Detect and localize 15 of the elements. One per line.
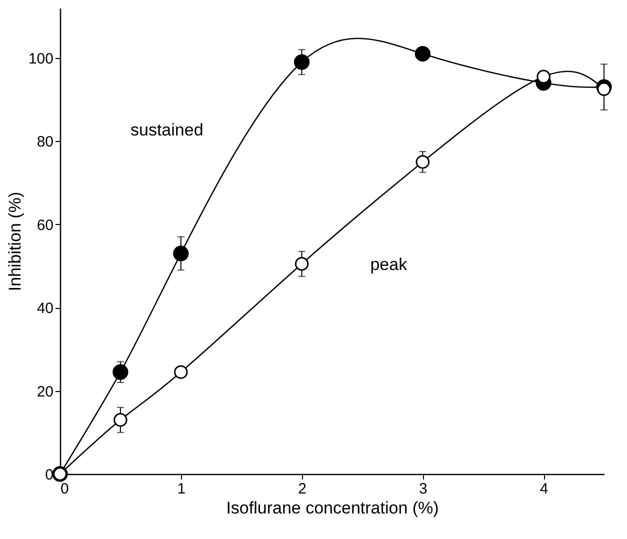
y-tick-label: 0 <box>45 466 54 484</box>
text: sustained <box>130 120 204 140</box>
x-tick-label: 1 <box>177 480 186 498</box>
y-tick-label: 60 <box>36 216 54 234</box>
x-tick-label: 0 <box>60 480 69 498</box>
y-axis-title: Inhibition (%) <box>5 192 24 292</box>
x-tick-label: 3 <box>418 480 428 498</box>
y-tick-label: 100 <box>28 50 54 68</box>
y-tick-label: 40 <box>36 300 54 318</box>
y-tick-label: 80 <box>36 134 54 151</box>
x-tick-label: 2 <box>298 480 306 498</box>
x-axis-title: Isoflurane concentration (%) <box>226 498 439 518</box>
x-tick-label: 4 <box>540 480 548 498</box>
y-tick-label: 20 <box>36 383 54 400</box>
text: peak <box>370 254 408 274</box>
